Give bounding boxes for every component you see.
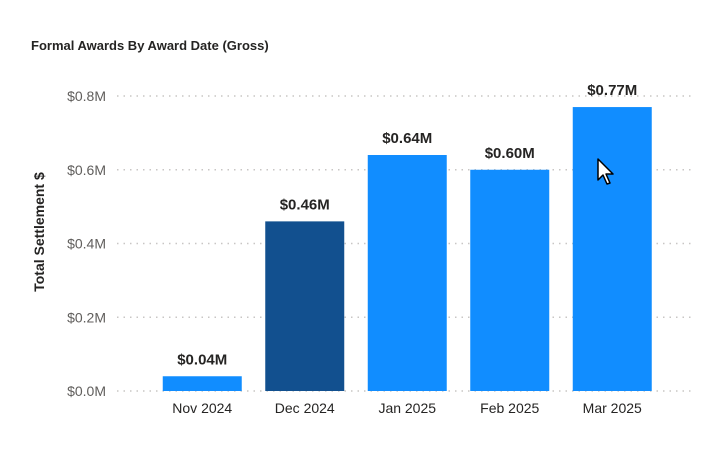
data-label: $0.46M [280, 196, 330, 213]
bar[interactable] [367, 155, 447, 391]
y-tick-label: $0.2M [67, 309, 106, 325]
data-labels: $0.04M $0.46M $0.64M $0.60M $0.77M [177, 82, 637, 368]
x-tick-label: Feb 2025 [480, 400, 539, 416]
bar[interactable] [572, 107, 652, 391]
chart-title: Formal Awards By Award Date (Gross) [31, 38, 269, 53]
data-label: $0.64M [382, 130, 432, 147]
x-tick-label: Jan 2025 [378, 400, 436, 416]
bar[interactable] [162, 376, 242, 391]
y-tick-label: $0.8M [67, 88, 106, 104]
mouse-pointer-icon [597, 158, 614, 185]
bars[interactable] [162, 107, 652, 391]
bar[interactable] [265, 221, 345, 391]
x-tick-label: Dec 2024 [275, 400, 335, 416]
x-axis-ticks: Nov 2024 Dec 2024 Jan 2025 Feb 2025 Mar 2025 [172, 400, 642, 416]
y-tick-label: $0.0M [67, 383, 106, 399]
y-tick-label: $0.6M [67, 162, 106, 178]
bar[interactable] [470, 169, 550, 391]
data-label: $0.77M [587, 82, 637, 99]
y-axis-label: Total Settlement $ [31, 172, 47, 292]
x-tick-label: Mar 2025 [583, 400, 642, 416]
data-label: $0.04M [177, 351, 227, 368]
y-axis-ticks: $0.0M $0.2M $0.4M $0.6M $0.8M [67, 88, 106, 399]
data-label: $0.60M [485, 145, 535, 162]
x-tick-label: Nov 2024 [172, 400, 232, 416]
y-tick-label: $0.4M [67, 236, 106, 252]
